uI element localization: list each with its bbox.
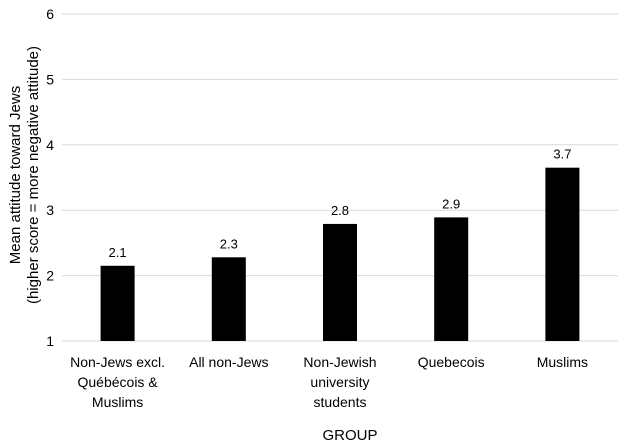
data-label: 2.8 <box>331 203 349 218</box>
x-tick-label: All non-Jews <box>189 354 268 370</box>
y-tick-label: 5 <box>46 71 54 87</box>
bar <box>434 217 469 341</box>
x-tick-label: Quebecois <box>418 354 485 370</box>
y-axis-title-line-1: Mean attitude toward Jews <box>7 86 24 264</box>
x-tick-label: Muslims <box>92 394 143 410</box>
x-tick-label: students <box>314 394 367 410</box>
x-tick-label: Muslims <box>537 354 588 370</box>
bar <box>211 257 246 341</box>
y-tick-label: 6 <box>46 6 54 22</box>
data-label: 2.1 <box>109 245 127 260</box>
x-tick-label: Non-Jewish <box>303 354 376 370</box>
bar <box>545 167 580 341</box>
x-axis-title: GROUP <box>322 427 377 444</box>
data-label: 2.9 <box>442 196 460 211</box>
x-tick-label: Non-Jews excl. <box>70 354 165 370</box>
x-tick-label: university <box>310 374 369 390</box>
y-tick-label: 2 <box>46 268 54 284</box>
bar <box>100 265 135 341</box>
y-tick-label: 4 <box>46 137 54 153</box>
y-tick-label: 1 <box>46 333 54 349</box>
y-tick-label: 3 <box>46 202 54 218</box>
x-tick-label: Québécois & <box>78 374 159 390</box>
data-label: 2.3 <box>220 236 238 251</box>
bar <box>323 223 357 341</box>
data-label: 3.7 <box>553 147 571 162</box>
y-axis-title-line-2: (higher score = more negative attitude) <box>25 46 42 304</box>
